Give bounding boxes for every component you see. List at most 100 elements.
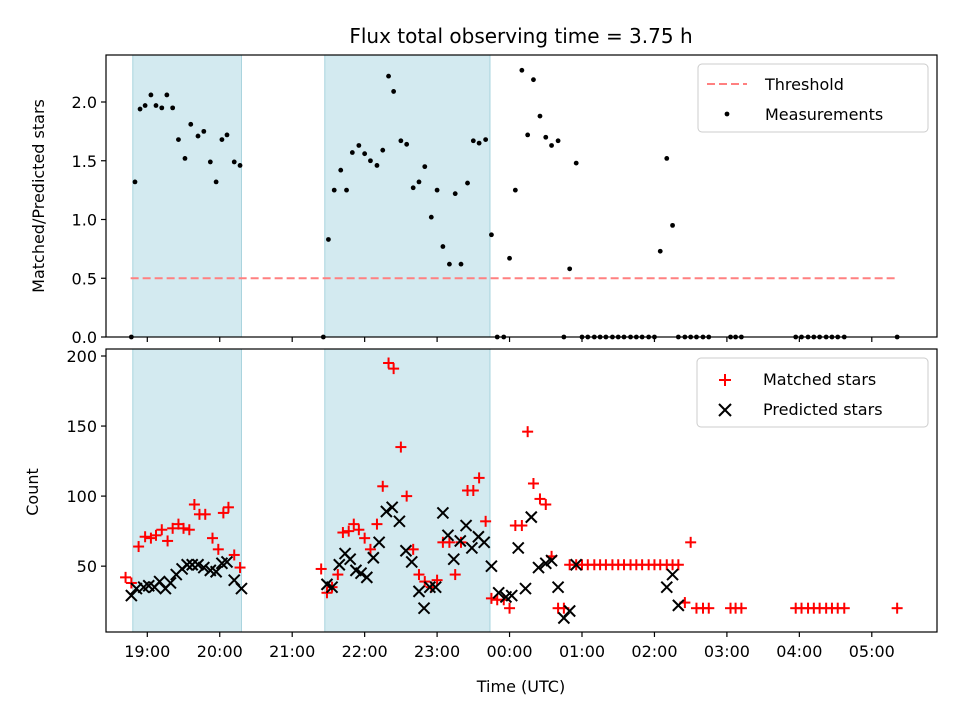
top-y-tick-label: 0.0 xyxy=(72,328,97,347)
predicted-star-point xyxy=(354,566,368,580)
measurement-point xyxy=(543,134,549,140)
predicted-star-point xyxy=(164,576,177,590)
matched-star-point xyxy=(504,602,516,614)
predicted-star-point xyxy=(360,571,374,584)
matched-star-point xyxy=(891,602,903,614)
matched-star-point xyxy=(353,524,365,536)
predicted-star-point xyxy=(197,561,211,574)
top-y-axis: 0.0 0.5 1.0 1.5 2.0 xyxy=(72,93,106,347)
measurement-point xyxy=(670,222,675,228)
measurement-point xyxy=(142,103,148,108)
matched-star-point xyxy=(838,602,850,614)
measurement-point xyxy=(422,164,428,170)
top-y-tick-label: 1.5 xyxy=(72,152,97,171)
predicted-star-point xyxy=(405,555,418,569)
x-tick-label: 02:00 xyxy=(631,642,677,661)
predicted-star-point xyxy=(441,529,455,542)
matched-star-point xyxy=(467,485,479,496)
measurement-point xyxy=(537,113,543,119)
legend-matched-label: Matched stars xyxy=(763,370,876,389)
observing-window-1 xyxy=(132,54,242,338)
top-x-axis-ticks xyxy=(146,337,873,342)
predicted-star-point xyxy=(525,510,538,524)
predicted-star-point xyxy=(532,561,545,574)
measurement-point xyxy=(338,167,344,173)
matched-star-point xyxy=(473,472,485,484)
bottom-y-axis: 50 100 150 200 xyxy=(66,347,106,576)
x-axis-label: Time (UTC) xyxy=(476,677,565,696)
matched-star-point xyxy=(431,574,443,586)
x-tick-label: 03:00 xyxy=(704,642,750,661)
measurement-point xyxy=(153,103,159,108)
measurement-point xyxy=(148,92,154,98)
measurement-point xyxy=(458,261,464,267)
predicted-star-point xyxy=(325,580,339,594)
predicted-star-point xyxy=(454,534,467,548)
measurement-point xyxy=(465,180,470,186)
measurement-point xyxy=(331,187,337,193)
measurement-point xyxy=(519,67,525,73)
measurement-point xyxy=(176,137,181,143)
predicted-star-point xyxy=(447,552,460,566)
matched-stars-points xyxy=(120,357,903,614)
measurement-point xyxy=(231,159,237,165)
matched-star-point xyxy=(383,357,395,369)
predicted-star-point xyxy=(485,559,498,573)
matched-star-point xyxy=(359,532,371,544)
measurement-point xyxy=(476,140,482,146)
x-tick-label: 01:00 xyxy=(559,642,605,661)
matched-star-point xyxy=(485,592,497,604)
predicted-star-point xyxy=(125,589,138,602)
matched-star-point xyxy=(207,532,219,544)
predicted-star-point xyxy=(512,541,525,555)
matched-star-point xyxy=(315,563,327,575)
bottom-x-axis: 19:00 20:00 21:00 22:00 23:00 00:00 01:00 02:00… xyxy=(124,632,895,661)
matched-star-point xyxy=(371,518,383,530)
x-tick-label: 05:00 xyxy=(849,642,895,661)
measurement-point xyxy=(356,143,362,148)
predicted-star-point xyxy=(180,558,194,571)
x-tick-label: 22:00 xyxy=(342,642,388,661)
legend-matched-swatch xyxy=(719,374,731,386)
predicted-star-point xyxy=(551,580,565,594)
top-y-axis-label: Matched/Predicted stars xyxy=(29,99,48,293)
matched-star-point xyxy=(162,535,174,547)
legend-measurements-label: Measurements xyxy=(765,105,883,124)
predicted-star-point xyxy=(417,601,431,615)
matched-star-point xyxy=(234,562,246,574)
predicted-star-point xyxy=(666,568,679,581)
measurement-point xyxy=(201,128,207,134)
measurement-point xyxy=(207,159,213,165)
matched-star-point xyxy=(150,529,162,541)
matched-star-point xyxy=(672,559,684,571)
measurement-point xyxy=(525,132,531,138)
measurement-point xyxy=(164,92,170,98)
measurement-point xyxy=(182,156,188,161)
predicted-star-point xyxy=(459,519,473,532)
measurement-point xyxy=(188,121,194,127)
predicted-star-point xyxy=(423,580,437,594)
x-tick-label: 20:00 xyxy=(197,642,243,661)
matched-star-point xyxy=(156,524,168,536)
measurement-point xyxy=(434,187,440,193)
measurement-point xyxy=(573,160,579,166)
measurement-point xyxy=(213,179,219,185)
matched-star-point xyxy=(480,515,492,527)
measurement-point xyxy=(410,185,416,191)
predicted-star-point xyxy=(209,565,223,578)
matched-star-point xyxy=(332,569,344,581)
matched-star-point xyxy=(167,522,179,534)
measurement-point xyxy=(549,143,554,148)
matched-star-point xyxy=(343,525,355,537)
top-legend: Threshold Measurements xyxy=(697,63,929,133)
bottom-axes-frame xyxy=(105,348,938,633)
matched-star-point xyxy=(133,541,145,553)
predicted-star-point xyxy=(465,541,479,555)
matched-star-point xyxy=(388,363,400,375)
matched-star-point xyxy=(407,543,419,555)
bottom-y-tick-label: 200 xyxy=(66,347,97,366)
predicted-star-point xyxy=(385,501,399,514)
bottom-legend-box xyxy=(696,357,929,428)
measurement-point xyxy=(386,73,391,79)
